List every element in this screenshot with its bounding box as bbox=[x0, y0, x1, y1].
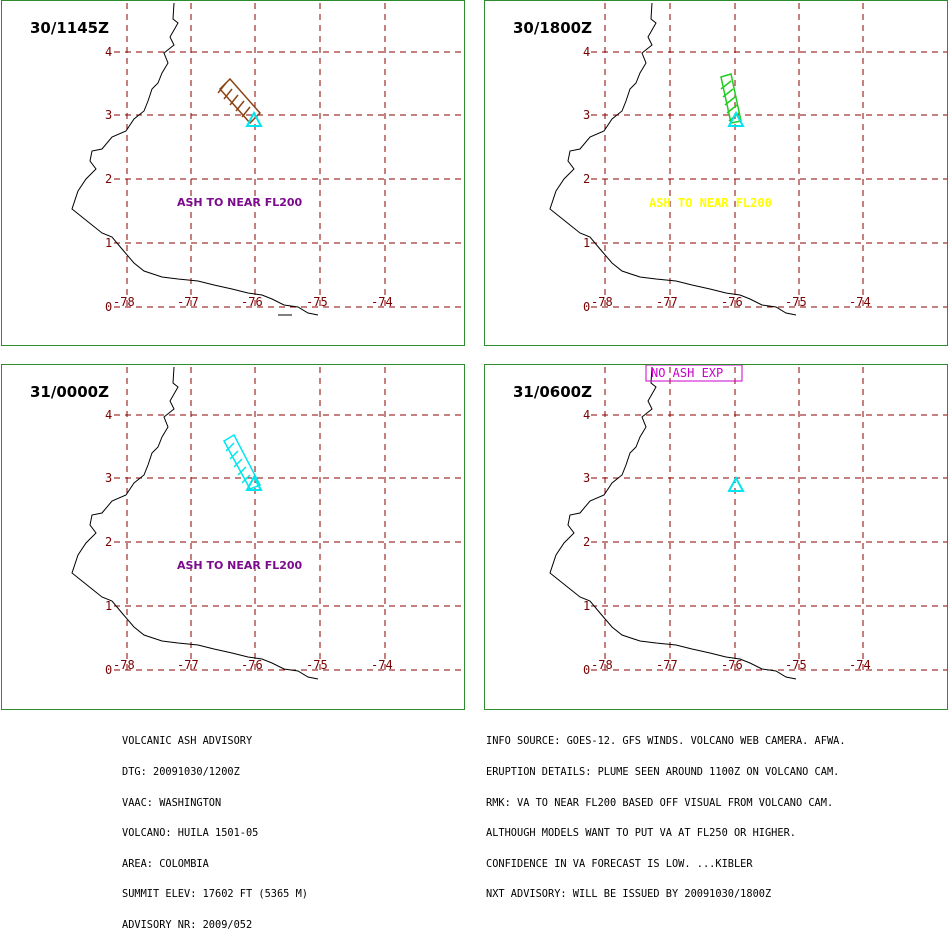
advisory-line: SUMMIT ELEV: 17602 FT (5365 M) bbox=[122, 888, 308, 901]
lat-tick-2: 2 bbox=[105, 172, 112, 186]
lat-tick-3: 3 bbox=[105, 471, 112, 485]
advisory-line: VOLCANO: HUILA 1501-05 bbox=[122, 827, 259, 840]
lat-tick-0: 0 bbox=[105, 663, 112, 677]
map-canvas-2: 4 3 2 1 0 -78 -77 -76 -75 -74 ASH TO NEA… bbox=[549, 2, 947, 316]
lat-labels: 4 3 2 1 0 bbox=[583, 408, 590, 677]
volcano-marker bbox=[245, 110, 263, 127]
lat-tick-2: 2 bbox=[583, 535, 590, 549]
lon-tick-77: -77 bbox=[656, 295, 678, 309]
volcano-marker bbox=[245, 474, 263, 491]
ash-plume-polygon bbox=[222, 433, 262, 490]
lat-labels: 4 3 2 1 0 bbox=[105, 45, 112, 314]
lon-tick-76: -76 bbox=[241, 658, 263, 672]
lat-tick-4: 4 bbox=[105, 45, 112, 59]
lat-tick-0: 0 bbox=[583, 663, 590, 677]
advisory-header-block: VOLCANIC ASH ADVISORY DTG: 20091030/1200… bbox=[122, 716, 308, 940]
advisory-remarks-block: INFO SOURCE: GOES-12. GFS WINDS. VOLCANO… bbox=[486, 716, 846, 910]
lon-tick-77: -77 bbox=[656, 658, 678, 672]
lon-labels: -78 -77 -76 -75 -74 bbox=[113, 658, 393, 672]
lon-tick-74: -74 bbox=[849, 295, 871, 309]
lat-tick-3: 3 bbox=[583, 108, 590, 122]
ash-height-label: ASH TO NEAR FL200 bbox=[177, 559, 303, 572]
advisory-line: CONFIDENCE IN VA FORECAST IS LOW. ...KIB… bbox=[486, 857, 753, 870]
lon-tick-78: -78 bbox=[113, 658, 135, 672]
lon-tick-75: -75 bbox=[785, 295, 807, 309]
lat-tick-3: 3 bbox=[105, 108, 112, 122]
map-canvas-3: 4 3 2 1 0 -78 -77 -76 -75 -74 ASH TO NEA… bbox=[71, 366, 464, 680]
map-canvas-1: 4 3 2 1 0 -78 -77 -76 -75 -74 ASH TO NEA… bbox=[71, 2, 464, 316]
map-panel-1: 4 3 2 1 0 -78 -77 -76 -75 -74 ASH TO NEA… bbox=[1, 0, 465, 346]
advisory-line: INFO SOURCE: GOES-12. GFS WINDS. VOLCANO… bbox=[486, 735, 846, 748]
lon-labels: -78 -77 -76 -75 -74 bbox=[591, 295, 871, 309]
lon-tick-76: -76 bbox=[721, 658, 743, 672]
lat-tick-1: 1 bbox=[105, 599, 112, 613]
panel-valid-time: 31/0000Z bbox=[30, 383, 109, 401]
map-canvas-4: 4 3 2 1 0 -78 -77 -76 -75 -74 NO ASH EXP bbox=[549, 365, 947, 680]
coastline bbox=[71, 366, 319, 680]
lat-lon-grid bbox=[591, 3, 947, 308]
ash-height-label: ASH TO NEAR FL200 bbox=[649, 196, 772, 210]
map-panel-2: 4 3 2 1 0 -78 -77 -76 -75 -74 ASH TO NEA… bbox=[484, 0, 948, 346]
lon-tick-74: -74 bbox=[849, 658, 871, 672]
lat-tick-4: 4 bbox=[105, 408, 112, 422]
advisory-line: VAAC: WASHINGTON bbox=[122, 796, 222, 809]
coastline bbox=[71, 2, 319, 316]
lon-tick-74: -74 bbox=[371, 295, 393, 309]
ash-height-label: ASH TO NEAR FL200 bbox=[177, 196, 303, 209]
lon-tick-75: -75 bbox=[306, 658, 328, 672]
lat-tick-0: 0 bbox=[105, 300, 112, 314]
lat-labels: 4 3 2 1 0 bbox=[583, 45, 590, 314]
lon-labels: -78 -77 -76 -75 -74 bbox=[591, 658, 871, 672]
lat-tick-0: 0 bbox=[583, 300, 590, 314]
advisory-line: NXT ADVISORY: WILL BE ISSUED BY 20091030… bbox=[486, 888, 772, 901]
lat-tick-4: 4 bbox=[583, 45, 590, 59]
lon-tick-77: -77 bbox=[177, 295, 199, 309]
volcano-marker bbox=[727, 475, 745, 492]
coastline bbox=[549, 366, 797, 680]
lat-tick-1: 1 bbox=[583, 599, 590, 613]
lon-tick-74: -74 bbox=[371, 658, 393, 672]
no-ash-box bbox=[645, 365, 743, 382]
lat-tick-4: 4 bbox=[583, 408, 590, 422]
lon-tick-76: -76 bbox=[721, 295, 743, 309]
advisory-line: ALTHOUGH MODELS WANT TO PUT VA AT FL250 … bbox=[486, 827, 796, 840]
coastline bbox=[549, 2, 797, 316]
map-panel-3: 4 3 2 1 0 -78 -77 -76 -75 -74 ASH TO NEA… bbox=[1, 364, 465, 710]
lon-labels: -78 -77 -76 -75 -74 bbox=[113, 295, 393, 309]
lat-labels: 4 3 2 1 0 bbox=[105, 408, 112, 677]
panel-valid-time: 30/1145Z bbox=[30, 19, 109, 37]
lat-tick-3: 3 bbox=[583, 471, 590, 485]
advisory-line: DTG: 20091030/1200Z bbox=[122, 766, 240, 778]
lat-tick-2: 2 bbox=[583, 172, 590, 186]
lat-tick-2: 2 bbox=[105, 535, 112, 549]
lon-tick-76: -76 bbox=[241, 295, 263, 309]
lon-tick-75: -75 bbox=[306, 295, 328, 309]
lon-tick-78: -78 bbox=[113, 295, 135, 309]
lat-lon-grid bbox=[591, 367, 947, 671]
advisory-line: VOLCANIC ASH ADVISORY bbox=[122, 735, 253, 748]
panel-valid-time: 31/0600Z bbox=[513, 383, 592, 401]
lat-lon-grid bbox=[114, 3, 464, 308]
lon-tick-75: -75 bbox=[785, 658, 807, 672]
lon-tick-77: -77 bbox=[177, 658, 199, 672]
ash-plume-polygon bbox=[217, 77, 262, 125]
lat-lon-grid bbox=[114, 367, 464, 671]
advisory-line: ERUPTION DETAILS: PLUME SEEN AROUND 1100… bbox=[486, 766, 840, 778]
advisory-line: ADVISORY NR: 2009/052 bbox=[122, 918, 253, 931]
lat-tick-1: 1 bbox=[105, 236, 112, 250]
advisory-line: RMK: VA TO NEAR FL200 BASED OFF VISUAL F… bbox=[486, 796, 834, 809]
panel-valid-time: 30/1800Z bbox=[513, 19, 592, 37]
map-panel-4: 4 3 2 1 0 -78 -77 -76 -75 -74 NO ASH EXP… bbox=[484, 364, 948, 710]
volcano-marker bbox=[727, 110, 745, 127]
no-ash-label: NO ASH EXP bbox=[651, 366, 723, 380]
lat-tick-1: 1 bbox=[583, 236, 590, 250]
lon-tick-78: -78 bbox=[591, 658, 613, 672]
lon-tick-78: -78 bbox=[591, 295, 613, 309]
advisory-line: AREA: COLOMBIA bbox=[122, 857, 209, 870]
